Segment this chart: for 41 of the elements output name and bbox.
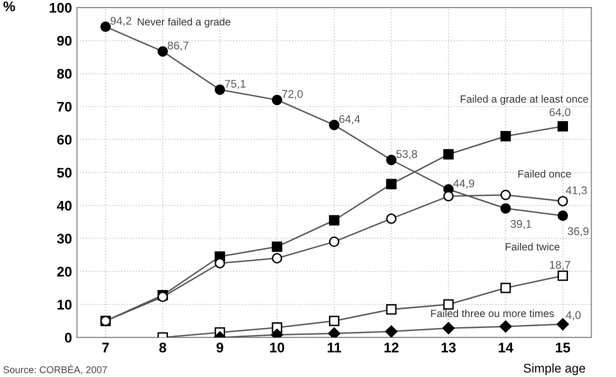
data-label: 64,0 bbox=[550, 108, 570, 118]
y-tick-label: 20 bbox=[57, 266, 72, 277]
y-tick-label: 70 bbox=[57, 102, 72, 112]
y-tick-label: 40 bbox=[56, 200, 72, 211]
y-tick-label: 10 bbox=[58, 300, 72, 310]
y-tick-label: 50 bbox=[57, 168, 72, 178]
x-tick-label: 11 bbox=[328, 342, 342, 352]
data-label: 44,9 bbox=[453, 179, 474, 189]
y-tick-label: 30 bbox=[57, 234, 72, 244]
data-label: 64,4 bbox=[339, 115, 360, 124]
x-tick-label: 10 bbox=[270, 342, 284, 352]
x-tick-label: 9 bbox=[216, 342, 224, 352]
x-axis-title: Simple age bbox=[524, 363, 586, 376]
data-label: 4,0 bbox=[566, 311, 581, 320]
data-label: 39,1 bbox=[510, 220, 532, 230]
data-label: 94,2 bbox=[110, 16, 132, 26]
data-label: 36,9 bbox=[568, 227, 588, 236]
y-tick-label: 60 bbox=[57, 134, 72, 145]
text: Failed a grade at least once bbox=[460, 95, 588, 105]
x-tick-label: 13 bbox=[442, 342, 456, 352]
x-tick-label: 14 bbox=[498, 342, 514, 352]
y-tick-label: 0 bbox=[64, 332, 72, 343]
data-label: 18,7 bbox=[550, 260, 570, 270]
x-tick-label: 15 bbox=[556, 342, 570, 352]
x-tick-label: 12 bbox=[384, 342, 398, 352]
series-label: Failed twice bbox=[506, 242, 560, 250]
data-label: 86,7 bbox=[168, 42, 188, 51]
x-tick-label: 7 bbox=[102, 342, 109, 352]
data-label: 75,1 bbox=[225, 80, 246, 90]
series-label: Failed three ou more times bbox=[431, 309, 554, 318]
series-label: Never failed a grade bbox=[138, 18, 230, 28]
y-tick-label: 100 bbox=[50, 2, 72, 13]
x-tick-label: 8 bbox=[159, 342, 166, 352]
source-note: Source: CORBÉA, 2007 bbox=[4, 364, 107, 374]
series-label: Failed once bbox=[518, 170, 571, 178]
data-label: 53,8 bbox=[396, 150, 418, 160]
y-tick-label: 90 bbox=[57, 36, 72, 46]
y-tick-label: 80 bbox=[57, 68, 72, 79]
data-label: 72,0 bbox=[282, 90, 303, 100]
y-axis-title: % bbox=[3, 1, 16, 12]
data-label: 41,3 bbox=[566, 186, 587, 196]
